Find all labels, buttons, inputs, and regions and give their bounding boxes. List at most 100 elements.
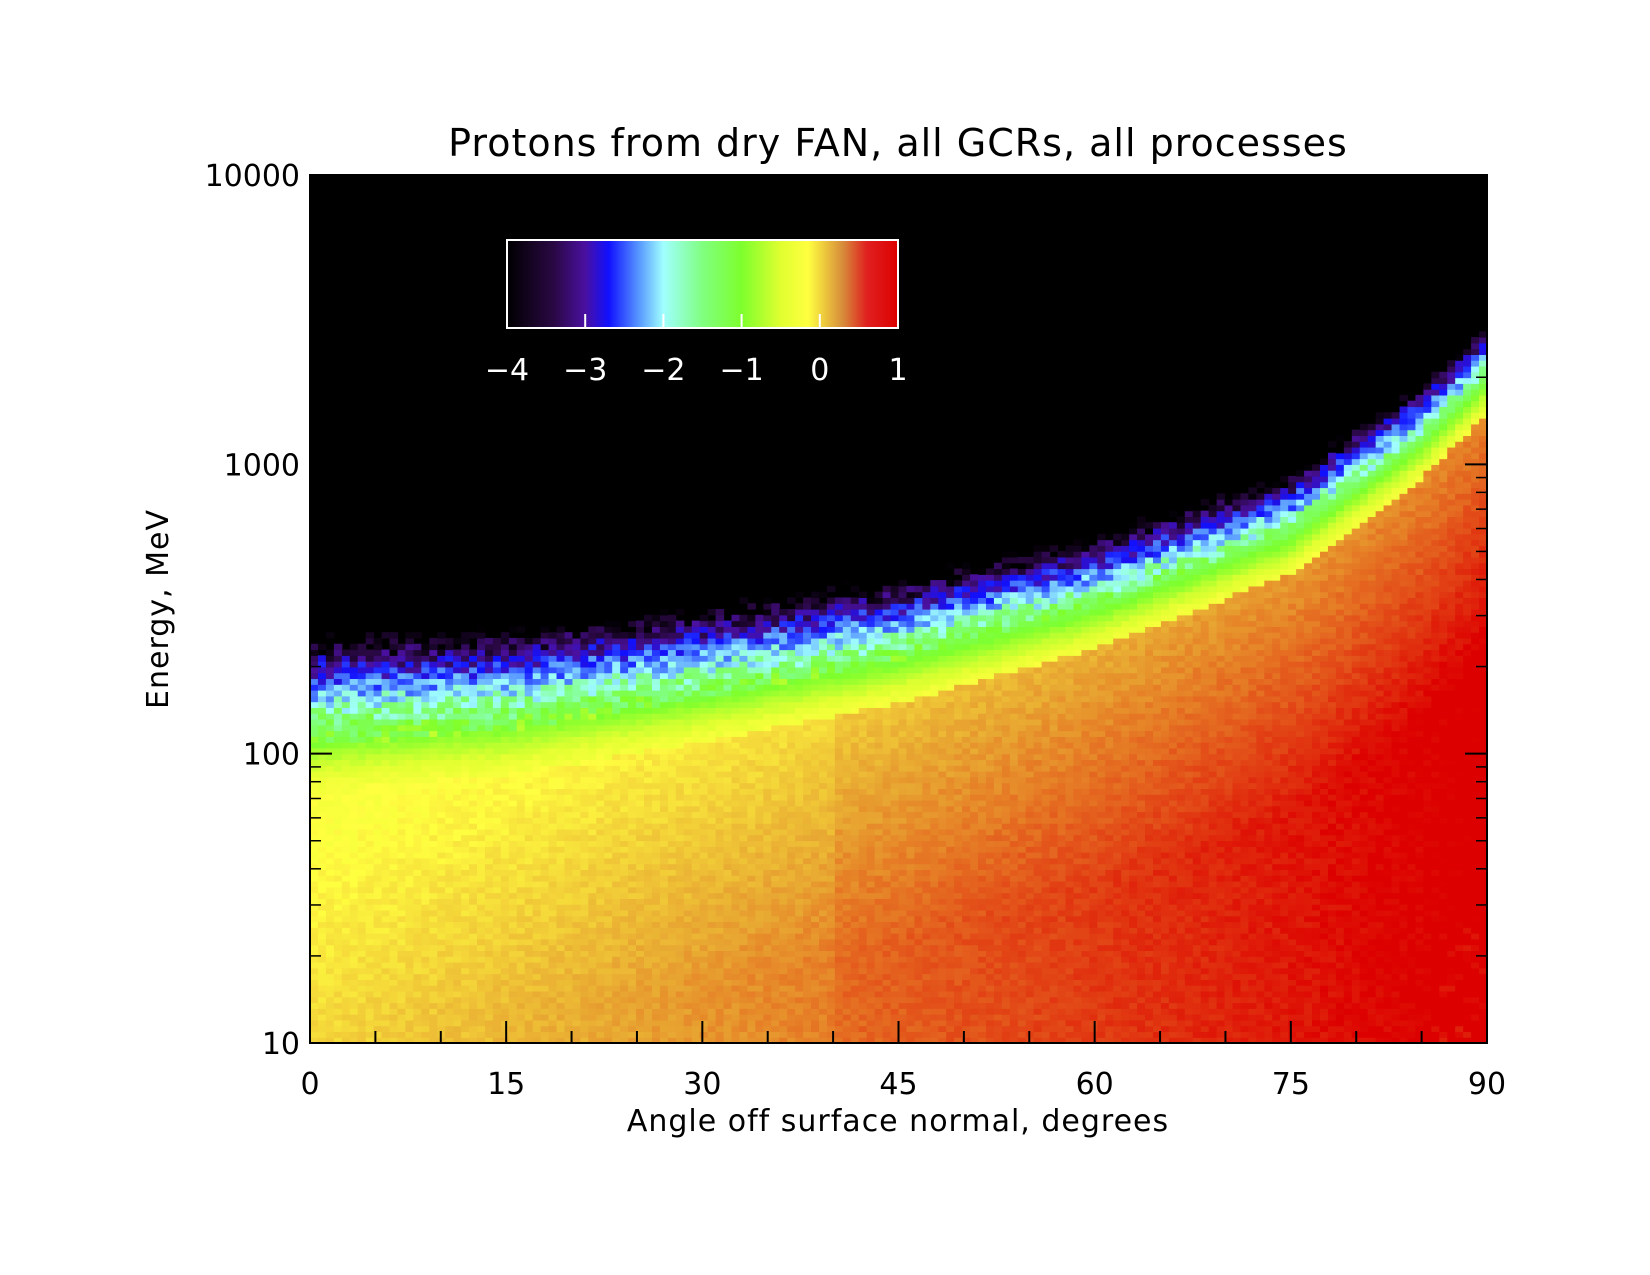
heatmap-cell bbox=[437, 649, 446, 656]
heatmap-cell bbox=[834, 782, 844, 789]
heatmap-cell bbox=[628, 904, 637, 911]
heatmap-cell bbox=[699, 840, 709, 847]
heatmap-cell bbox=[381, 1019, 391, 1027]
heatmap-cell bbox=[421, 701, 430, 708]
heatmap-cell bbox=[787, 869, 796, 876]
heatmap-cell bbox=[397, 834, 407, 842]
heatmap-cell bbox=[683, 655, 693, 662]
heatmap-cell bbox=[453, 973, 462, 980]
heatmap-cell bbox=[818, 996, 828, 1004]
heatmap-cell bbox=[675, 794, 685, 801]
heatmap-cell bbox=[405, 852, 414, 859]
heatmap-cell bbox=[620, 690, 629, 697]
heatmap-cell bbox=[755, 695, 764, 703]
heatmap-cell bbox=[667, 713, 677, 720]
heatmap-cell bbox=[445, 921, 454, 928]
heatmap-cell bbox=[644, 1019, 653, 1027]
heatmap-cell bbox=[771, 655, 780, 662]
heatmap-cell bbox=[834, 863, 844, 870]
heatmap-cell bbox=[492, 811, 502, 818]
heatmap-cell bbox=[548, 817, 558, 824]
heatmap-cell bbox=[453, 817, 462, 824]
heatmap-cell bbox=[620, 718, 629, 726]
heatmap-cell bbox=[755, 626, 764, 633]
heatmap-cell bbox=[588, 817, 597, 824]
heatmap-cell bbox=[349, 724, 359, 732]
heatmap-cell bbox=[763, 811, 772, 818]
heatmap-cell bbox=[477, 747, 486, 755]
heatmap-cell bbox=[484, 921, 494, 928]
heatmap-cell bbox=[421, 771, 430, 778]
heatmap-cell bbox=[469, 742, 478, 749]
heatmap-cell bbox=[421, 730, 430, 737]
heatmap-cell bbox=[532, 956, 542, 963]
heatmap-cell bbox=[811, 1014, 820, 1021]
heatmap-cell bbox=[667, 672, 677, 680]
heatmap-cell bbox=[588, 886, 597, 894]
heatmap-cell bbox=[803, 1002, 812, 1009]
heatmap-cell bbox=[477, 684, 486, 691]
heatmap-cell bbox=[795, 747, 804, 755]
heatmap-cell bbox=[763, 730, 772, 737]
heatmap-cell bbox=[397, 921, 407, 928]
heatmap-cell bbox=[795, 1019, 804, 1027]
heatmap-cell bbox=[349, 921, 359, 928]
heatmap-cell bbox=[484, 724, 494, 732]
heatmap-cell bbox=[747, 933, 756, 940]
heatmap-cell bbox=[850, 684, 860, 691]
heatmap-cell bbox=[659, 904, 669, 911]
heatmap-cell bbox=[620, 909, 629, 917]
heatmap-cell bbox=[596, 996, 605, 1004]
heatmap-cell bbox=[429, 961, 438, 969]
heatmap-cell bbox=[429, 742, 438, 749]
heatmap-cell bbox=[405, 840, 414, 847]
heatmap-cell bbox=[397, 811, 407, 818]
heatmap-cell bbox=[516, 643, 526, 651]
heatmap-cell bbox=[556, 632, 566, 639]
heatmap-cell bbox=[763, 655, 772, 662]
heatmap-cell bbox=[755, 713, 764, 720]
heatmap-cell bbox=[540, 933, 550, 940]
heatmap-cell bbox=[675, 967, 685, 975]
heatmap-cell bbox=[484, 938, 494, 946]
heatmap-cell bbox=[540, 863, 550, 870]
heatmap-cell bbox=[731, 823, 741, 830]
heatmap-cell bbox=[715, 834, 725, 842]
heatmap-cell bbox=[644, 956, 653, 963]
heatmap-cell bbox=[596, 933, 605, 940]
heatmap-cell bbox=[492, 990, 502, 998]
heatmap-cell bbox=[477, 788, 486, 795]
heatmap-cell bbox=[564, 938, 574, 946]
heatmap-cell bbox=[739, 695, 748, 703]
heatmap-cell bbox=[620, 944, 629, 952]
heatmap-cell bbox=[723, 834, 733, 842]
heatmap-cell bbox=[413, 684, 422, 691]
heatmap-cell bbox=[795, 996, 804, 1004]
heatmap-cell bbox=[771, 990, 780, 998]
heatmap-cell bbox=[548, 1025, 558, 1033]
heatmap-cell bbox=[834, 597, 844, 604]
heatmap-cell bbox=[500, 742, 510, 749]
heatmap-cell bbox=[659, 921, 669, 928]
heatmap-cell bbox=[389, 724, 399, 732]
heatmap-cell bbox=[826, 794, 836, 801]
heatmap-cell bbox=[317, 765, 327, 772]
heatmap-cell bbox=[811, 852, 820, 859]
heatmap-cell bbox=[644, 863, 653, 870]
heatmap-cell bbox=[397, 643, 407, 651]
heatmap-cell bbox=[429, 788, 438, 795]
heatmap-cell bbox=[803, 713, 812, 720]
heatmap-cell bbox=[636, 811, 645, 818]
heatmap-cell bbox=[413, 990, 422, 998]
heatmap-cell bbox=[779, 805, 788, 813]
heatmap-cell bbox=[691, 828, 701, 836]
heatmap-cell bbox=[469, 649, 478, 656]
heatmap-cell bbox=[373, 1025, 383, 1033]
heatmap-cell bbox=[699, 875, 709, 882]
heatmap-cell bbox=[842, 1008, 852, 1015]
heatmap-cell bbox=[548, 956, 558, 963]
heatmap-cell bbox=[787, 880, 796, 888]
heatmap-cell bbox=[405, 834, 414, 842]
heatmap-cell bbox=[850, 759, 860, 766]
heatmap-cell bbox=[508, 1014, 518, 1021]
